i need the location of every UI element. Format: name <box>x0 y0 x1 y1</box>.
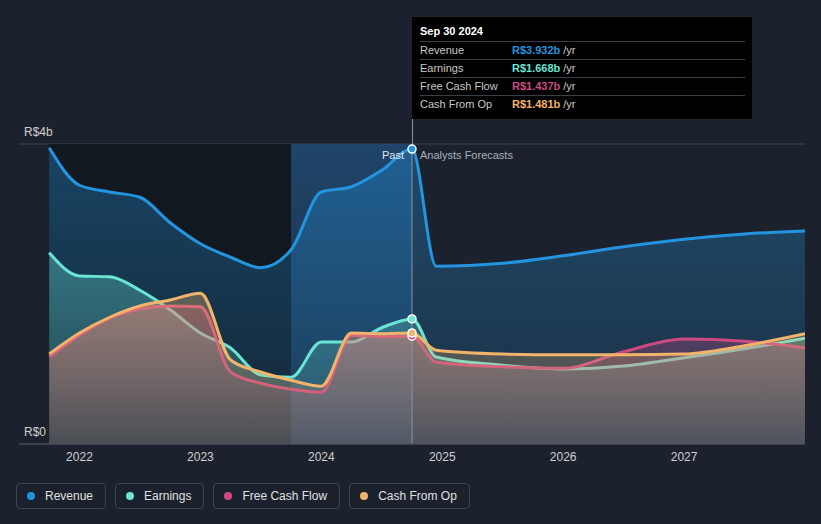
svg-text:2025: 2025 <box>429 450 456 464</box>
svg-text:R$4b: R$4b <box>24 125 53 139</box>
html-text:Revenue: Revenue <box>420 44 464 56</box>
html-text:Free Cash Flow: Free Cash Flow <box>420 80 498 92</box>
html-text:R$1.481b /yr: R$1.481b /yr <box>512 98 576 110</box>
html-text:Earnings: Earnings <box>420 62 464 74</box>
html-text:Analysts Forecasts: Analysts Forecasts <box>420 149 513 161</box>
svg-text:2023: 2023 <box>187 450 214 464</box>
html-text:Revenue: Revenue <box>45 489 93 503</box>
html-text:Cash From Op: Cash From Op <box>378 489 457 503</box>
svg-text:2022: 2022 <box>66 450 93 464</box>
html-text:Past: Past <box>382 149 404 161</box>
svg-text:2026: 2026 <box>550 450 577 464</box>
html-text:R$1.437b /yr: R$1.437b /yr <box>512 80 576 92</box>
svg-text:2027: 2027 <box>671 450 698 464</box>
html-text:Cash From Op: Cash From Op <box>420 98 493 110</box>
html-text:R$1.668b /yr: R$1.668b /yr <box>512 62 576 74</box>
html-text:Earnings: Earnings <box>144 489 192 503</box>
html-text:Sep 30 2024: Sep 30 2024 <box>420 25 483 37</box>
svg-text:R$0: R$0 <box>24 425 46 439</box>
svg-text:2024: 2024 <box>308 450 335 464</box>
html-text:Free Cash Flow: Free Cash Flow <box>242 489 328 503</box>
html-text:R$3.932b /yr: R$3.932b /yr <box>512 44 576 56</box>
